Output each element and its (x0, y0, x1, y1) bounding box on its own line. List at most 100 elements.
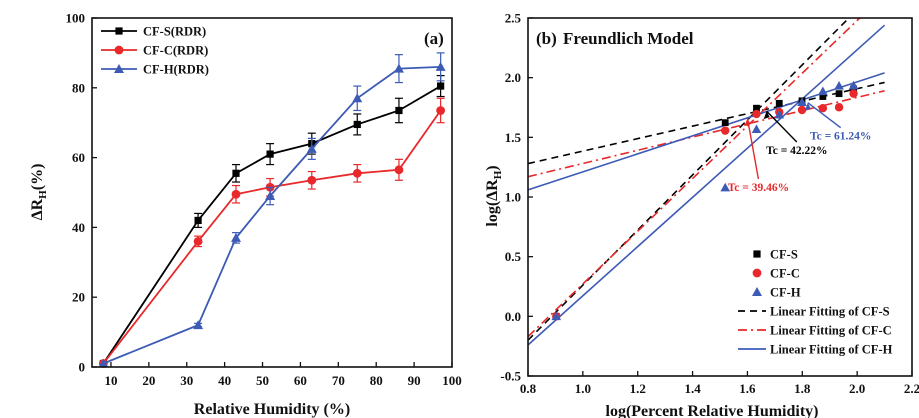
panel-b-y-axis-title-subscript: H (492, 170, 504, 179)
panel-b-legend-label-linear-fitting-of-cf-h: Linear Fitting of CF-H (770, 343, 893, 357)
panel-b-x-axis-title: log(Percent Relative Humidity) (606, 403, 819, 418)
panel-a-y-axis-title: ΔRH(%) (29, 164, 49, 221)
panel-b-x-tick-label: 2.0 (849, 381, 865, 396)
annotation-arrow-line (807, 102, 842, 129)
panel-a-point-cf-c-rdr (436, 106, 446, 115)
panel-b-point-cf-h (720, 182, 731, 192)
panel-b-fit-line-linear-fitting-of-cf-s (528, 81, 885, 165)
annotation-label: Tc = 42.22% (766, 145, 827, 157)
panel-a-point-cf-c-rdr (352, 168, 362, 178)
panel-b-x-tick-label: 1.6 (739, 381, 756, 396)
panel-a-legend-marker-cf-c-rdr (114, 45, 124, 55)
panel-b-title: Freundlich Model (563, 29, 694, 48)
panel-b-legend: CF-S CF-C CF-H Linear Fitting of CF-S Linear… (738, 248, 893, 357)
panel-a-y-tick-label: 20 (72, 290, 85, 305)
panel-a-legend-marker-cf-h-rdr (114, 64, 124, 73)
panel-b-fit-line-linear-fitting-of-cf-h (528, 24, 886, 346)
panel-b-point-cf-h (551, 311, 562, 321)
panel-b-legend-label-cf-s: CF-S (770, 248, 798, 262)
panel-b-x-tick-label: 2.2 (904, 381, 919, 396)
panel-b-legend-marker-cf-s (753, 250, 761, 258)
panel-a-x-axis-title: Relative Humidity (%) (194, 401, 350, 418)
panel-a-x-tick-label: 10 (104, 373, 117, 388)
panel-a-point-cf-h-rdr (352, 93, 363, 103)
panel-b-axes-frame (527, 17, 913, 377)
panel-b-point-cf-s (775, 99, 783, 107)
panel-a-y-tick-label: 60 (72, 150, 85, 165)
panel-a-point-cf-s-rdr (353, 120, 361, 129)
panel-a-point-cf-s-rdr (437, 82, 445, 90)
panel-a-point-cf-c-rdr (231, 189, 241, 199)
panel-a-series-line-cf-h-rdr (103, 65, 441, 365)
panel-a-point-cf-h-rdr (435, 61, 446, 71)
panel-b-y-tick-label: 2.5 (505, 11, 522, 26)
panel-a-label: (a) (424, 29, 444, 48)
panel-b-x-tick-label: 0.8 (520, 381, 537, 396)
panel-b-point-cf-h (751, 124, 762, 134)
annotation-arrow-head (763, 111, 770, 120)
panel-a-point-cf-c-rdr (307, 175, 317, 185)
panel-a-point-cf-c-rdr (394, 165, 404, 175)
panel-a-x-tick-label: 40 (218, 373, 231, 388)
panel-a-x-tick-label: 70 (332, 373, 345, 388)
annotation-label: Tc = 61.24% (810, 131, 871, 143)
panel-b-point-cf-c (721, 126, 730, 135)
panel-a-legend: CF-S(RDR) CF-C(RDR) CF-H(RDR) (101, 25, 209, 77)
panel-a-y-tick-label: 0 (79, 360, 86, 375)
panel-b-point-cf-h (774, 109, 785, 119)
panel-b-point-cf-s (835, 90, 843, 98)
panel-b-y-axis-title-tail: ) (484, 165, 501, 170)
panel-b-y-tick-label: 1.5 (505, 130, 522, 145)
panel-a-legend-marker-cf-s-rdr (115, 27, 123, 35)
panel-b-tc-annotation-2: Tc = 39.46% (728, 118, 789, 194)
panel-a-point-cf-h-rdr (231, 232, 241, 242)
annotation-arrow-head (804, 102, 811, 111)
panel-b-point-cf-c (752, 109, 761, 119)
annotation-arrow-line (766, 110, 798, 143)
panel-b-freundlich-model: Tc = 42.22% Tc = 39.46% Tc = 61.24% 0.8 1.0… (484, 11, 919, 418)
panel-a-y-tick-label: 80 (72, 80, 85, 95)
panel-b-legend-label-cf-c: CF-C (770, 267, 800, 281)
panel-a-series-line-cf-c-rdr (102, 109, 442, 365)
panel-b-fit-line-linear-fitting-of-cf-c (528, 18, 861, 338)
panel-a-point-cf-s-rdr (395, 106, 403, 115)
panel-a-point-cf-h-rdr (393, 63, 404, 73)
panel-a-point-cf-s-rdr (266, 150, 274, 158)
panel-b-label: (b) (536, 29, 557, 48)
panel-b-y-tick-label: 2.0 (505, 70, 521, 85)
panel-b-legend-marker-cf-h (752, 287, 762, 296)
panel-a-point-cf-h-rdr (306, 143, 317, 153)
panel-b-point-cf-h (848, 80, 859, 90)
panel-a-y-axis-title-main: ΔR (29, 198, 46, 220)
panel-b-y-tick-label: 0.5 (505, 249, 522, 264)
panel-b-point-cf-s (819, 93, 827, 100)
panel-b-legend-label-linear-fitting-of-cf-s: Linear Fitting of CF-S (770, 305, 890, 319)
panel-a-axes-frame (91, 17, 453, 368)
panel-b-point-cf-s (721, 119, 729, 127)
panel-b-y-tick-label: 1.0 (505, 190, 521, 205)
panel-a-y-tick-label: 40 (72, 220, 85, 235)
panel-b-y-tick-label: 0.0 (505, 309, 521, 324)
panel-b-point-cf-h (797, 97, 807, 106)
panel-b-point-cf-h (834, 80, 844, 90)
panel-b-legend-label-cf-h: CF-H (770, 286, 801, 300)
panel-b-legend-label-linear-fitting-of-cf-c: Linear Fitting of CF-C (770, 324, 892, 338)
panel-a-humidity-response: 10 20 30 40 50 60 70 80 90 100 0 20 40 60 80 100 (a) Re… (29, 11, 462, 418)
panel-b-x-tick-label: 1.2 (630, 381, 646, 396)
panel-a-y-axis-title-subscript: H (37, 190, 49, 199)
panel-a-x-tick-label: 80 (370, 373, 383, 388)
panel-b-tc-annotation-3: Tc = 61.24% (804, 102, 871, 143)
panel-a-y-axis-title-unit: (%) (29, 164, 46, 191)
panel-b-x-tick-label: 1.0 (575, 381, 591, 396)
panel-a-x-tick-label: 100 (442, 373, 462, 388)
panel-b-fit-line-linear-fitting-of-cf-s (528, 18, 851, 341)
panel-a-point-cf-h-rdr (193, 320, 204, 330)
panel-b-point-cf-c (834, 103, 844, 112)
panel-b-point-cf-c (818, 104, 828, 113)
panel-a-x-tick-label: 30 (180, 373, 193, 388)
panel-b-y-axis-title: log(ΔRH) (484, 165, 504, 226)
panel-b-point-cf-c (849, 89, 858, 98)
panel-b-y-tick-label: -0.5 (500, 369, 521, 384)
annotation-label: Tc = 39.46% (728, 182, 789, 194)
